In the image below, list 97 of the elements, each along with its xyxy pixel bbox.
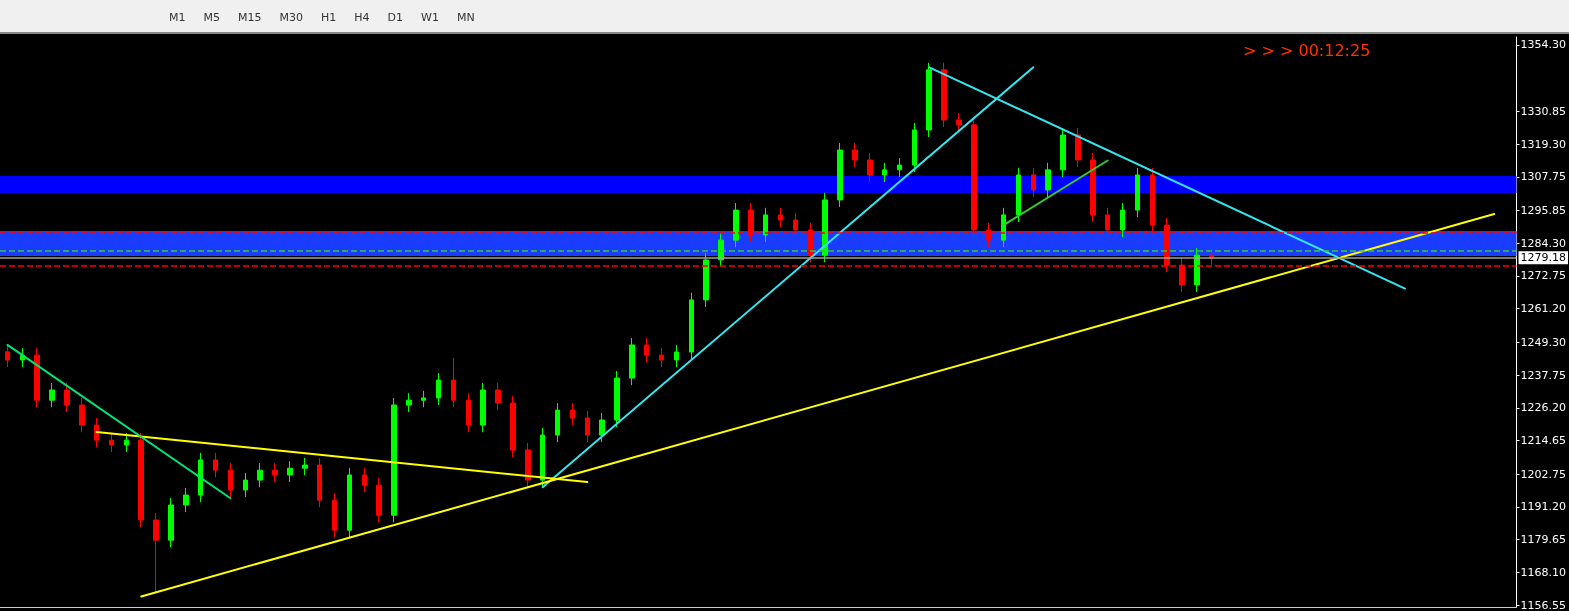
candlestick	[852, 142, 858, 168]
candlestick	[1060, 127, 1066, 178]
candlestick	[5, 344, 10, 368]
candlestick	[1031, 167, 1036, 198]
text: M30	[278, 11, 304, 26]
candlestick	[644, 337, 649, 363]
candlestick	[1016, 167, 1021, 223]
annotation: > > > 00:12:25	[1243, 40, 1371, 60]
candlestick	[1090, 152, 1096, 223]
candlestick	[837, 142, 843, 208]
candlestick	[1194, 247, 1200, 293]
candlestick	[243, 472, 248, 498]
candlestick	[570, 402, 575, 426]
candlestick	[1075, 127, 1081, 168]
candlestick	[302, 457, 308, 476]
y-tick-label: 1249.30	[1520, 335, 1567, 349]
candlestick	[168, 497, 174, 548]
y-tick-label: 1307.75	[1520, 170, 1567, 184]
candlestick	[198, 452, 203, 503]
candlestick	[406, 392, 412, 413]
candlestick	[614, 370, 620, 428]
candlestick	[436, 372, 441, 406]
candlestick	[659, 347, 664, 368]
candlestick	[362, 467, 367, 493]
candlestick	[540, 427, 545, 488]
y-tick-label: 1168.10	[1520, 565, 1567, 579]
candlestick	[391, 397, 397, 523]
text: D1	[386, 11, 405, 26]
text: M15	[237, 11, 263, 26]
candlestick	[956, 112, 962, 133]
y-tick-label: 1354.30	[1520, 38, 1567, 52]
candlestick	[272, 462, 278, 483]
candlestick	[867, 152, 873, 183]
candlestick	[926, 62, 932, 138]
candlestick	[421, 390, 426, 408]
y-tick-label: 1319.30	[1520, 137, 1567, 151]
candlestick	[1045, 162, 1051, 198]
candlestick	[674, 344, 679, 368]
candlestick	[257, 462, 263, 488]
candlestick	[599, 412, 605, 443]
candlestick	[79, 397, 85, 433]
candlestick	[451, 357, 456, 408]
text: M5	[202, 11, 221, 26]
text: H4	[353, 11, 371, 26]
text: H1	[320, 11, 338, 26]
candlestick	[228, 462, 233, 498]
candlestick	[347, 467, 352, 538]
candlestick	[34, 347, 40, 408]
candlestick	[183, 487, 189, 513]
text: W1	[420, 11, 440, 26]
candlestick	[1120, 202, 1125, 238]
candlestick	[213, 452, 218, 478]
y-tick-label: 1295.85	[1520, 204, 1567, 218]
candlestick	[585, 410, 590, 443]
candlestick	[466, 392, 471, 433]
text: M1	[168, 11, 187, 26]
y-tick-label: 1330.85	[1520, 104, 1567, 118]
candlestick	[897, 157, 902, 178]
candlestick	[912, 122, 917, 173]
y-tick-label: 1272.75	[1520, 269, 1567, 283]
candlestick	[882, 162, 887, 183]
candlestick	[287, 460, 293, 483]
text: MN	[455, 11, 476, 26]
candlestick	[703, 252, 709, 308]
candlestick	[109, 432, 114, 453]
candlestick	[480, 382, 486, 433]
candlestick	[510, 395, 516, 458]
candlestick	[332, 492, 337, 538]
y-tick-label: 1179.65	[1520, 533, 1567, 547]
y-tick-label: 1191.20	[1520, 500, 1567, 514]
candlestick	[555, 402, 560, 443]
candlestick	[124, 432, 129, 453]
candlestick	[64, 382, 70, 413]
ref-line-label: 1279.18	[1520, 251, 1567, 265]
candlestick	[49, 382, 55, 408]
candlestick	[689, 292, 694, 360]
candlestick	[941, 62, 947, 128]
candlestick	[763, 207, 768, 243]
candlestick	[778, 207, 783, 228]
y-tick-label: 1202.75	[1520, 467, 1567, 481]
candlestick	[317, 457, 322, 508]
candlestick	[138, 432, 144, 528]
candlestick	[733, 202, 739, 248]
y-tick-label: 1261.20	[1520, 302, 1567, 316]
y-tick-label: 1214.65	[1520, 434, 1567, 448]
candlestick	[1135, 167, 1140, 218]
candlestick	[525, 442, 531, 488]
candlestick	[376, 477, 382, 523]
y-tick-label: 1284.30	[1520, 236, 1567, 250]
y-tick-label: 1156.55	[1520, 598, 1567, 611]
candlestick	[153, 512, 159, 594]
y-tick-label: 1237.75	[1520, 368, 1567, 382]
candlestick	[822, 192, 828, 263]
y-tick-label: 1226.20	[1520, 401, 1567, 415]
candlestick	[94, 417, 99, 448]
candlestick	[629, 337, 635, 386]
candlestick	[495, 382, 501, 411]
